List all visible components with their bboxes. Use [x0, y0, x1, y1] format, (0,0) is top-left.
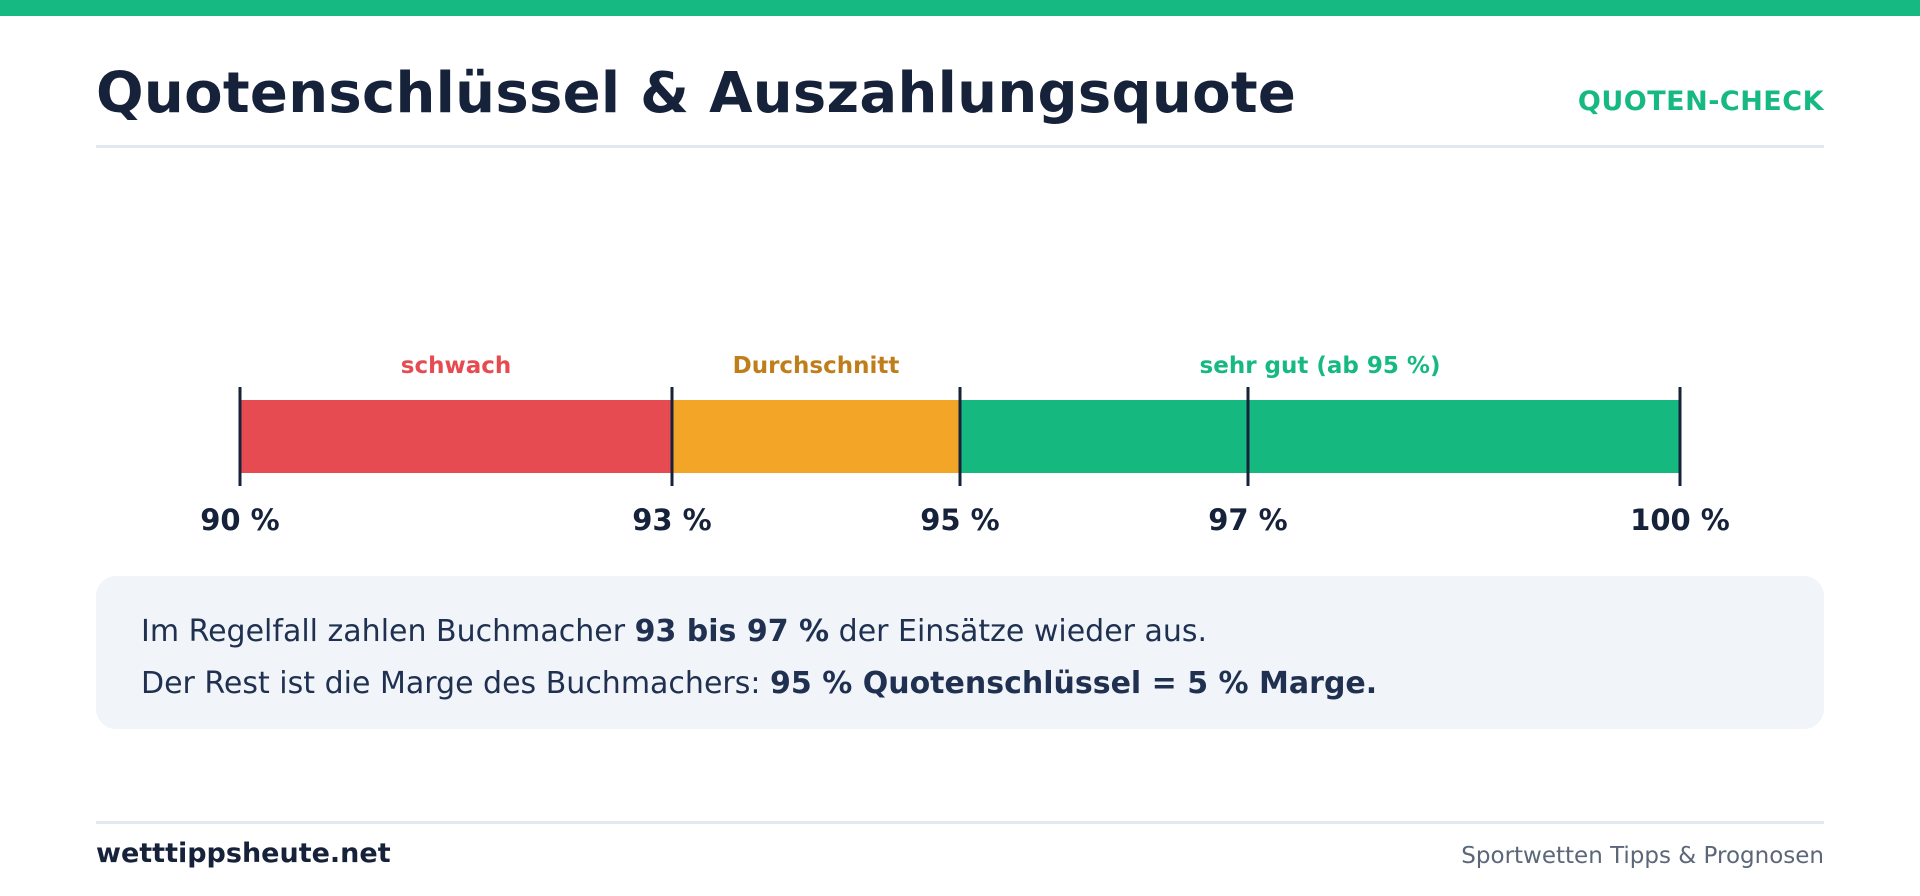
info-line-1: Im Regelfall zahlen Buchmacher 93 bis 97…	[141, 606, 1779, 658]
info-line-2-text: Der Rest ist die Marge des Buchmachers:	[141, 666, 771, 701]
segment-label-durchschnitt: Durchschnitt	[733, 353, 900, 379]
info-line-1-highlight: 93 bis 97 %	[634, 614, 830, 649]
segment-durchschnitt	[672, 400, 960, 473]
tick-label-93: 93 %	[632, 503, 712, 537]
segment-sehr-gut-ab-95	[960, 400, 1680, 473]
footer-divider	[96, 821, 1824, 824]
segment-label-sehr-gut-ab-95: sehr gut (ab 95 %)	[1200, 353, 1441, 379]
tick-label-97: 97 %	[1208, 503, 1288, 537]
quoten-check-tag: QUOTEN-CHECK	[1577, 86, 1824, 117]
header-divider	[96, 145, 1824, 148]
info-line-2-highlight: 95 % Quotenschlüssel = 5 % Marge.	[770, 666, 1378, 701]
tick-label-100: 100 %	[1630, 503, 1730, 537]
info-line-2: Der Rest ist die Marge des Buchmachers: …	[141, 658, 1779, 710]
segment-label-schwach: schwach	[401, 353, 511, 379]
info-line-1-text: Im Regelfall zahlen Buchmacher	[141, 614, 635, 649]
tick-label-95: 95 %	[920, 503, 1000, 537]
segment-schwach	[240, 400, 672, 473]
info-line-1-end: der Einsätze wieder aus.	[829, 614, 1208, 649]
top-accent-bar	[0, 0, 1920, 16]
payout-scale-svg: schwach Durchschnitt sehr gut (ab 95 %) 90 …	[200, 353, 1730, 537]
payout-scale-chart: schwach Durchschnitt sehr gut (ab 95 %) 90 …	[0, 340, 1920, 540]
info-box: Im Regelfall zahlen Buchmacher 93 bis 97…	[96, 576, 1824, 729]
footer-site-name: wetttippsheute.net	[96, 838, 391, 869]
header: Quotenschlüssel & Auszahlungsquote QUOTE…	[96, 58, 1824, 126]
page-title: Quotenschlüssel & Auszahlungsquote	[96, 61, 1297, 126]
tick-label-90: 90 %	[200, 503, 280, 537]
footer-tagline: Sportwetten Tipps & Prognosen	[1461, 843, 1824, 869]
